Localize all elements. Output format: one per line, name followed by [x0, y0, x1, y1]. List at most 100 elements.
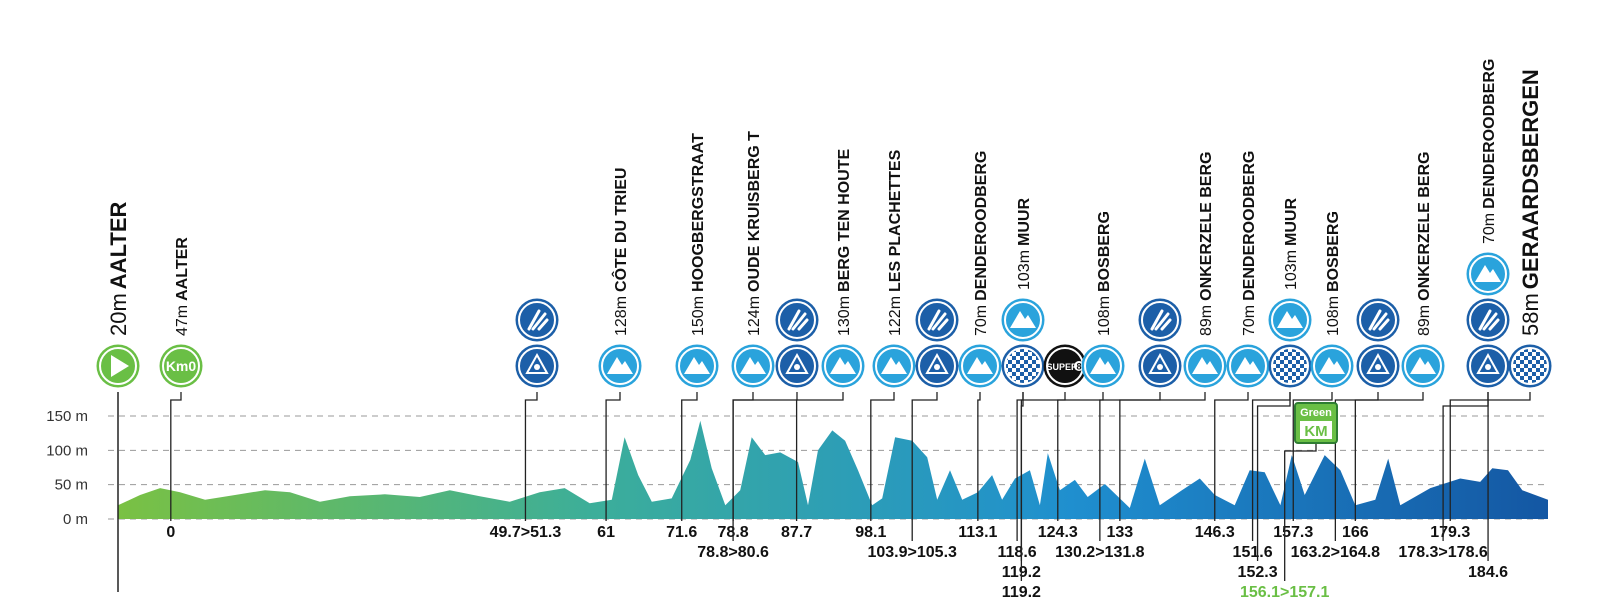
km-connector	[524, 392, 538, 521]
waypoint-elevation: 20m	[106, 293, 131, 336]
icon-waste	[1138, 344, 1182, 388]
km-connector	[1284, 443, 1317, 581]
waypoint-elevation: 128m	[613, 296, 630, 336]
waypoint-title: AALTER	[106, 202, 131, 290]
km-connector	[977, 392, 981, 521]
icon-climb	[1001, 298, 1045, 342]
waypoint-elevation: 122m	[887, 296, 904, 336]
waypoint-name: 70m DENDEROODBERG	[1481, 59, 1498, 244]
y-tick-label: 100 m	[46, 442, 88, 459]
icon-face	[778, 301, 816, 339]
km-label: 113.1	[958, 524, 997, 541]
waypoint-name: 108m BOSBERG	[1096, 211, 1113, 336]
km-label: 178.3>178.6	[1398, 544, 1488, 561]
km-label: 118.6	[998, 544, 1037, 561]
waypoint-name: 103m MUUR	[1283, 198, 1300, 290]
waypoint-title: BERG TEN HOUTE	[836, 149, 853, 292]
icon-waste	[775, 344, 819, 388]
km-label: 146.3	[1195, 524, 1235, 541]
icon-waste	[1466, 344, 1510, 388]
waypoint-name: 150m HOOGBERGSTRAAT	[690, 133, 707, 336]
feed-glyph	[527, 309, 549, 331]
elevation-area	[118, 420, 1548, 519]
icon-climb	[958, 344, 1002, 388]
waypoint-elevation: 150m	[690, 296, 707, 336]
icon-feed	[1466, 298, 1510, 342]
waypoint-title: DENDEROODBERG	[973, 151, 990, 301]
icon-finish	[1508, 344, 1552, 388]
waypoint-title: MUUR	[1016, 198, 1033, 246]
icon-climb	[821, 344, 865, 388]
icon-waste	[515, 344, 559, 388]
super8-dot	[1074, 361, 1084, 371]
mountain	[1010, 311, 1036, 328]
icon-checker	[1271, 347, 1309, 385]
icon-feed	[1138, 298, 1182, 342]
waypoint-name: 20m AALTER	[106, 202, 131, 336]
y-tick-label: 50 m	[55, 477, 88, 494]
icon-checker	[1511, 347, 1549, 385]
waypoint-elevation: 108m	[1325, 296, 1342, 336]
waste-glyph	[925, 352, 949, 374]
icon-climb	[731, 344, 775, 388]
waypoint-title: GERAARDSBERGEN	[1518, 69, 1543, 289]
icon-climb	[1401, 344, 1445, 388]
km-label: 78.8>80.6	[697, 544, 769, 561]
waypoint-elevation: 70m	[973, 305, 990, 336]
km-connector	[1119, 392, 1206, 521]
waypoint-elevation: 58m	[1518, 293, 1543, 336]
km-label: 119.2	[1002, 584, 1041, 601]
waste-dot	[1375, 364, 1381, 370]
waypoint-elevation: 70m	[1481, 213, 1498, 244]
icon-waste	[915, 344, 959, 388]
km-label: 103.9>105.3	[867, 544, 957, 561]
icon-km0: Km0	[159, 344, 203, 388]
km-label: 0	[166, 524, 175, 541]
icon-climb	[1226, 344, 1270, 388]
km-connector	[911, 392, 938, 541]
waypoint-elevation: 89m	[1198, 305, 1215, 336]
icon-feed	[1356, 298, 1400, 342]
waypoint-name: 47m AALTER	[174, 237, 191, 336]
km-connector	[732, 392, 798, 541]
km-connector	[605, 392, 621, 521]
km-connector	[170, 392, 182, 521]
mountain	[1192, 357, 1218, 374]
waypoint-title: OUDE KRUISBERG T	[746, 131, 763, 292]
waypoint-name: 58m GERAARDSBERGEN	[1518, 69, 1543, 336]
km-connector	[1256, 392, 1291, 561]
icon-waste	[1356, 344, 1400, 388]
mountain	[684, 357, 710, 374]
mountain	[1090, 357, 1116, 374]
km-label: 179.3	[1430, 524, 1470, 541]
km-connector	[1057, 392, 1104, 521]
waste-dot	[1157, 364, 1163, 370]
km-label: 71.6	[666, 524, 697, 541]
km-connector	[1292, 392, 1333, 521]
km-connector	[1020, 392, 1066, 581]
icon-greenkm: Green KM	[1294, 402, 1338, 444]
waste-glyph	[1148, 352, 1172, 374]
waypoint-elevation: 108m	[1096, 296, 1113, 336]
waste-glyph	[525, 352, 549, 374]
waypoint-name: 103m MUUR	[1016, 198, 1033, 290]
icon-feed	[515, 298, 559, 342]
mountain	[881, 357, 907, 374]
icon-face	[918, 301, 956, 339]
km-connector	[681, 392, 698, 521]
mountain	[607, 357, 633, 374]
waypoint-name: 130m BERG TEN HOUTE	[836, 149, 853, 336]
waypoint-elevation: 103m	[1016, 250, 1033, 290]
km-label: 156.1>157.1	[1240, 584, 1330, 601]
waypoint-elevation: 47m	[174, 305, 191, 336]
waypoint-title: DENDEROODBERG	[1481, 59, 1498, 209]
feed-glyph	[1478, 309, 1500, 331]
icon-start	[96, 344, 140, 388]
waypoint-name: 128m CÔTE DU TRIEU	[611, 168, 630, 336]
waypoint-name: 70m DENDEROODBERG	[973, 151, 990, 336]
icon-climb	[598, 344, 642, 388]
waypoint-title: MUUR	[1283, 198, 1300, 246]
km-label: 152.3	[1238, 564, 1278, 581]
waypoint-title: AALTER	[174, 237, 191, 301]
